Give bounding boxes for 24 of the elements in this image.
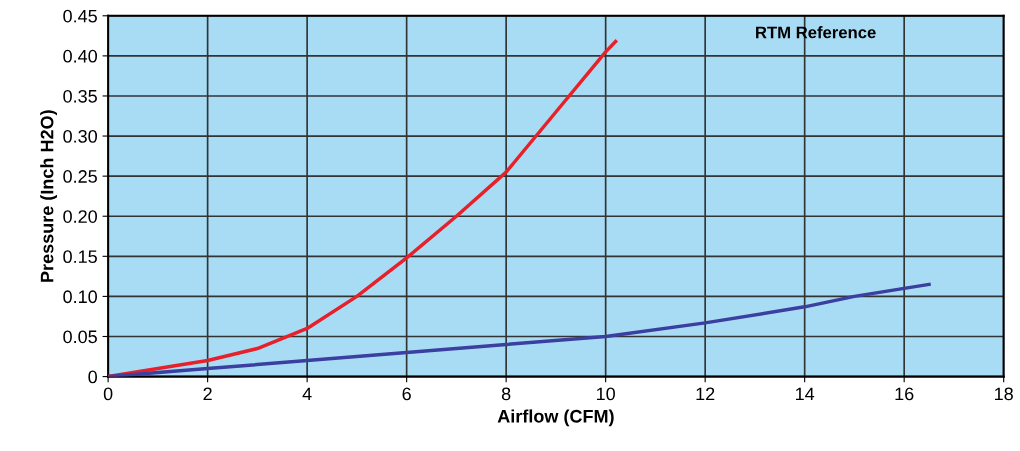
x-tick-label: 6 xyxy=(402,387,411,401)
x-tick-label: 2 xyxy=(203,387,212,401)
y-axis-title: Pressure (Inch H2O) xyxy=(40,110,58,282)
y-tick-label: 0.45 xyxy=(63,9,97,23)
x-tick-label: 4 xyxy=(302,387,312,401)
y-tick-label: 0.05 xyxy=(63,330,97,344)
y-tick-label: 0.15 xyxy=(63,250,97,264)
x-tick-label: 12 xyxy=(696,387,715,401)
y-tick-label: 0.20 xyxy=(63,210,97,223)
x-axis-title: Airflow (CFM) xyxy=(497,409,614,427)
y-tick-label: 0.35 xyxy=(63,89,97,103)
y-tick-label: 0.30 xyxy=(63,129,97,143)
line-series xyxy=(108,39,618,377)
x-tick-label: 10 xyxy=(596,387,615,401)
y-tick-label: 0.25 xyxy=(63,170,97,183)
x-tick-label: 14 xyxy=(796,387,815,401)
y-tick-label: 0.40 xyxy=(63,49,97,63)
x-tick-label: 18 xyxy=(995,387,1013,401)
text: 0 xyxy=(88,370,97,384)
x-tick-label: 8 xyxy=(501,387,511,401)
line-series xyxy=(108,282,931,377)
x-tick-label: 0 xyxy=(103,387,113,401)
x-tick-label: 16 xyxy=(895,387,914,401)
y-tick-label: 0.10 xyxy=(63,290,97,304)
